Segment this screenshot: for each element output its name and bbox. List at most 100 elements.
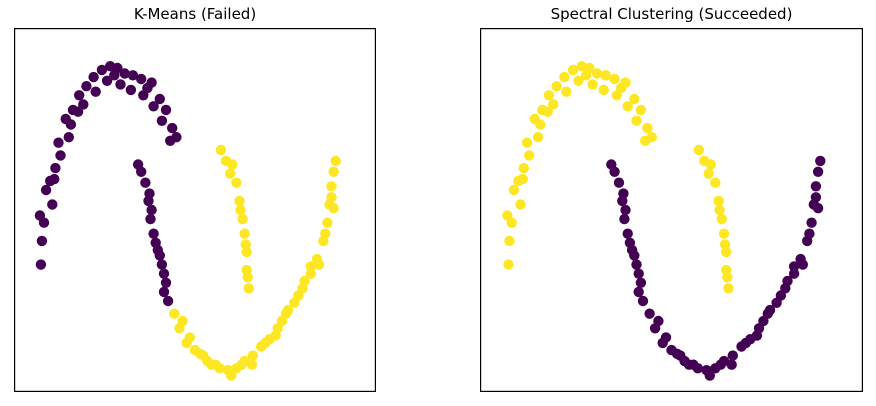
scatter-point (40, 184, 52, 196)
scatter-point (788, 268, 800, 279)
scatter-point (723, 283, 734, 294)
scatter-point (127, 70, 139, 81)
scatter-point (115, 79, 126, 90)
scatter-point (282, 304, 294, 316)
scatter-point (788, 261, 800, 272)
chart-title-spectral: Spectral Clustering (Succeeded) (550, 5, 793, 23)
scatter-point (320, 228, 331, 239)
scatter-point (50, 162, 61, 174)
scatter-point (148, 228, 159, 239)
scatter-point (714, 204, 725, 216)
scatter-point (160, 104, 172, 116)
plot-frame (480, 28, 863, 392)
scatter-point (226, 370, 237, 381)
scatter-point (49, 173, 60, 185)
scatter-point (148, 101, 159, 112)
scatter-point (619, 213, 630, 225)
scatter-plot-kmeans (14, 28, 376, 392)
scatter-point (246, 359, 258, 370)
scatter-point (158, 268, 170, 279)
scatter-point (613, 177, 625, 188)
scatter-point (810, 192, 822, 203)
scatter-point (313, 259, 325, 270)
scatter-point (243, 283, 254, 294)
scatter-point (609, 73, 620, 85)
scatter-point (165, 135, 176, 146)
scatter-point (506, 217, 517, 228)
scatter-point (551, 81, 562, 92)
scatter-point (637, 295, 649, 307)
scatter-point (227, 159, 238, 170)
scatter-point (635, 104, 647, 116)
scatter-point (587, 79, 598, 90)
scatter-point (705, 159, 717, 170)
scatter-point (101, 75, 113, 86)
scatter-point (693, 144, 705, 156)
scatter-point (144, 188, 155, 199)
scatter-point (63, 132, 74, 143)
scatter-point (715, 359, 726, 370)
scatter-point (299, 275, 310, 287)
scatter-point (618, 188, 629, 199)
scatter-point (270, 330, 281, 341)
scatter-point (96, 64, 108, 76)
scatter-point (225, 168, 236, 179)
scatter-point (239, 228, 250, 239)
scatter-point (679, 355, 690, 367)
scatter-point (815, 155, 826, 167)
scatter-point (653, 315, 664, 327)
scatter-point (260, 337, 271, 349)
scatter-point (88, 71, 99, 83)
scatter-point (55, 150, 66, 161)
scatter-point (81, 81, 92, 92)
scatter-point (535, 119, 546, 130)
scatter-point (74, 90, 85, 101)
scatter-point (146, 204, 157, 216)
scatter-point (518, 162, 529, 174)
scatter-point (631, 259, 642, 270)
scatter-point (542, 106, 553, 117)
scatter-point (328, 166, 339, 177)
scatter-point (629, 93, 640, 105)
scatter-point (764, 304, 776, 316)
scatter-point (125, 84, 137, 96)
scatter-point (633, 286, 644, 298)
scatter-point (328, 203, 339, 214)
scatter-point (524, 150, 535, 161)
scatter-point (145, 213, 156, 225)
scatter-point (53, 137, 64, 148)
scatter-point (716, 213, 727, 225)
scatter-point (622, 101, 633, 112)
scatter-point (622, 228, 633, 239)
scatter-point (660, 332, 672, 343)
scatter-point (710, 177, 721, 188)
scatter-point (72, 106, 84, 117)
scatter-point (195, 348, 206, 359)
scatter-point (305, 261, 316, 272)
scatter-point (797, 259, 808, 270)
scatter-point (740, 337, 752, 349)
scatter-point (561, 86, 572, 97)
scatter-point (508, 184, 520, 196)
scatter-point (293, 290, 304, 301)
scatter-point (726, 359, 737, 370)
scatter-point (782, 275, 793, 287)
scatter-point (47, 199, 58, 210)
scatter-point (90, 86, 101, 97)
scatter-point (713, 195, 724, 207)
scatter-point (236, 359, 247, 370)
scatter-point (600, 70, 611, 81)
scatter-point (758, 315, 769, 327)
scatter-point (136, 73, 147, 85)
scatter-point (234, 195, 245, 207)
scatter-point (521, 137, 533, 148)
scatter-point (688, 359, 699, 370)
scatter-point (109, 70, 120, 81)
scatter-point (169, 308, 180, 319)
scatter-point (722, 272, 733, 283)
scatter-point (718, 228, 730, 239)
scatter-point (751, 330, 763, 341)
scatter-point (573, 75, 584, 86)
scatter-point (598, 84, 609, 96)
scatter-point (812, 203, 824, 214)
